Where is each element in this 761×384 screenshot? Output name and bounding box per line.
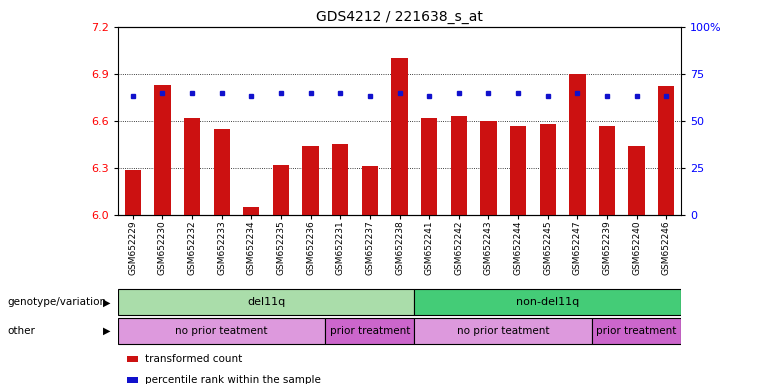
Text: no prior teatment: no prior teatment [176,326,268,336]
Bar [272,165,289,215]
Bar [154,85,170,215]
Bar [184,118,200,215]
Bar [451,116,467,215]
Text: other: other [8,326,36,336]
Text: no prior teatment: no prior teatment [457,326,549,336]
Bar [332,144,349,215]
Text: percentile rank within the sample: percentile rank within the sample [145,375,320,384]
Bar [569,74,585,215]
Text: transformed count: transformed count [145,354,242,364]
Bar [510,126,527,215]
Text: prior treatment: prior treatment [330,326,410,336]
Text: ▶: ▶ [103,326,110,336]
Bar [244,207,260,215]
Bar [658,86,674,215]
Bar [540,124,556,215]
Bar [118,290,414,315]
Bar [391,58,408,215]
Bar [125,170,141,215]
Text: del11q: del11q [247,297,285,308]
Bar [414,318,592,344]
Bar [421,118,438,215]
Bar [118,318,326,344]
Bar [599,126,615,215]
Bar [480,121,497,215]
Bar [414,290,681,315]
Bar [127,377,138,383]
Bar [326,318,414,344]
Text: prior treatment: prior treatment [597,326,677,336]
Text: ▶: ▶ [103,297,110,308]
Bar [302,146,319,215]
Title: GDS4212 / 221638_s_at: GDS4212 / 221638_s_at [316,10,483,25]
Bar [629,146,645,215]
Text: non-del11q: non-del11q [516,297,579,308]
Bar [127,356,138,362]
Bar [361,166,378,215]
Bar [592,318,681,344]
Text: genotype/variation: genotype/variation [8,297,107,308]
Bar [214,129,230,215]
